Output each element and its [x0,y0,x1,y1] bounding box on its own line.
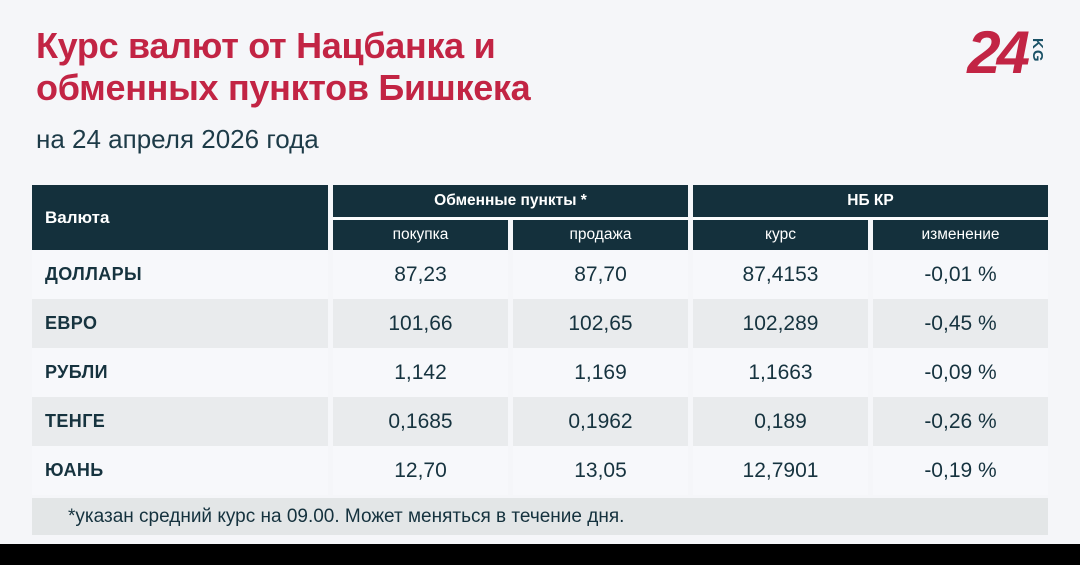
header-buy: покупка [333,220,508,250]
change-value: -0,45 % [873,299,1048,348]
currency-name: РУБЛИ [32,348,328,397]
rate-value: 87,4153 [693,250,868,299]
sell-value: 87,70 [513,250,688,299]
title-line-2: обменных пунктов Бишкека [36,67,531,108]
buy-value: 12,70 [333,446,508,495]
change-value: -0,09 % [873,348,1048,397]
header-sell: продажа [513,220,688,250]
table-row-rubles: РУБЛИ 1,142 1,169 1,1663 -0,09 % [32,348,1048,397]
change-value: -0,01 % [873,250,1048,299]
table-row-dollars: ДОЛЛАРЫ 87,23 87,70 87,4153 -0,01 % [32,250,1048,299]
footnote: *указан средний курс на 09.00. Может мен… [32,498,1048,535]
title-line-1: Курс валют от Нацбанка и [36,25,496,66]
sell-value: 102,65 [513,299,688,348]
sell-value: 0,1962 [513,397,688,446]
table-row-tenge: ТЕНГЕ 0,1685 0,1962 0,189 -0,26 % [32,397,1048,446]
logo-24-text: 24 [967,19,1030,86]
table-body: ДОЛЛАРЫ 87,23 87,70 87,4153 -0,01 % ЕВРО… [32,250,1048,495]
logo-24kg: 24 KG [967,22,1046,84]
currency-name: ЕВРО [32,299,328,348]
header-currency: Валюта [32,185,328,250]
buy-value: 87,23 [333,250,508,299]
bottom-black-bar [0,544,1080,565]
header-group-nbkr-subcolumns: курс изменение [693,220,1048,250]
sell-value: 1,169 [513,348,688,397]
change-value: -0,26 % [873,397,1048,446]
logo-kg-text: KG [1029,38,1046,63]
header-group-exchange-subcolumns: покупка продажа [333,220,688,250]
currency-name: ЮАНЬ [32,446,328,495]
currency-table: Валюта Обменные пункты * покупка продажа… [32,185,1048,535]
table-row-yuan: ЮАНЬ 12,70 13,05 12,7901 -0,19 % [32,446,1048,495]
header-change: изменение [873,220,1048,250]
currency-name: ТЕНГЕ [32,397,328,446]
date-subtitle: на 24 апреля 2026 года [36,124,319,154]
rate-value: 102,289 [693,299,868,348]
header-rate: курс [693,220,868,250]
rate-value: 0,189 [693,397,868,446]
page-title: Курс валют от Нацбанка и обменных пункто… [0,0,1080,109]
change-value: -0,19 % [873,446,1048,495]
sell-value: 13,05 [513,446,688,495]
table-row-euro: ЕВРО 101,66 102,65 102,289 -0,45 % [32,299,1048,348]
buy-value: 1,142 [333,348,508,397]
header-group-nbkr: НБ КР курс изменение [693,185,1048,250]
rate-value: 12,7901 [693,446,868,495]
rate-value: 1,1663 [693,348,868,397]
header-group-exchange-offices: Обменные пункты * покупка продажа [333,185,688,250]
buy-value: 0,1685 [333,397,508,446]
header-group-exchange-label: Обменные пункты * [333,185,688,220]
buy-value: 101,66 [333,299,508,348]
table-header: Валюта Обменные пункты * покупка продажа… [32,185,1048,250]
currency-name: ДОЛЛАРЫ [32,250,328,299]
header-group-nbkr-label: НБ КР [693,185,1048,220]
